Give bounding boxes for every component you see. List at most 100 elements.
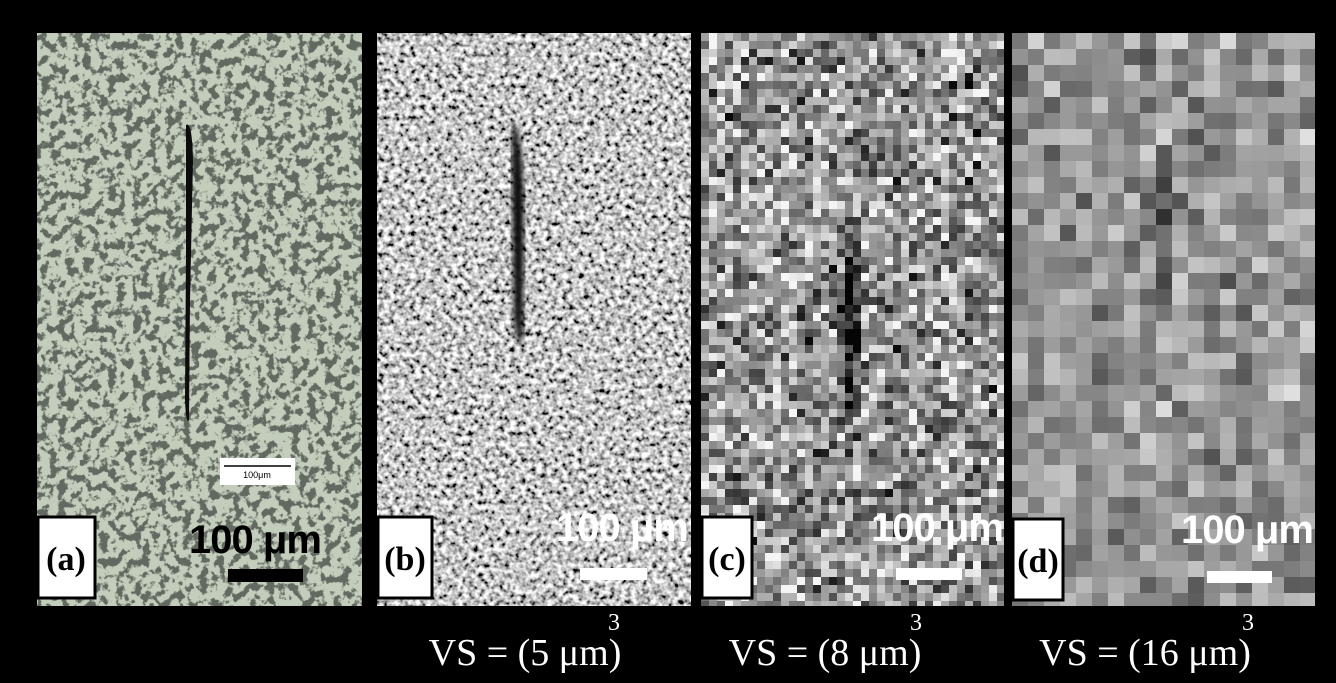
voxel bbox=[781, 409, 790, 418]
voxel bbox=[925, 401, 934, 410]
voxel bbox=[805, 417, 814, 426]
voxel bbox=[829, 521, 838, 530]
voxel bbox=[789, 249, 798, 258]
voxel bbox=[1236, 513, 1253, 530]
voxel bbox=[717, 169, 726, 178]
voxel bbox=[837, 577, 846, 586]
voxel bbox=[837, 241, 846, 250]
voxel bbox=[1124, 113, 1141, 130]
voxel bbox=[757, 249, 766, 258]
voxel bbox=[749, 177, 758, 186]
voxel bbox=[749, 161, 758, 170]
voxel bbox=[829, 41, 838, 50]
voxel bbox=[1268, 561, 1285, 578]
voxel bbox=[997, 393, 1004, 402]
voxel bbox=[989, 529, 998, 538]
voxel bbox=[805, 361, 814, 370]
caption-exponent: 3 bbox=[608, 610, 620, 636]
voxel bbox=[749, 425, 758, 434]
voxel bbox=[781, 89, 790, 98]
panel-label: (b) bbox=[384, 541, 426, 578]
voxel bbox=[701, 281, 710, 290]
voxel bbox=[741, 345, 750, 354]
voxel bbox=[821, 569, 830, 578]
voxel bbox=[965, 553, 974, 562]
voxel bbox=[717, 305, 726, 314]
voxel bbox=[877, 33, 886, 42]
voxel bbox=[701, 441, 710, 450]
voxel bbox=[885, 81, 894, 90]
voxel bbox=[885, 33, 894, 42]
voxel bbox=[1076, 369, 1093, 386]
voxel bbox=[789, 337, 798, 346]
voxel bbox=[757, 169, 766, 178]
voxel bbox=[765, 129, 774, 138]
voxel bbox=[733, 153, 742, 162]
voxel bbox=[1028, 305, 1045, 322]
voxel bbox=[925, 497, 934, 506]
voxel bbox=[917, 137, 926, 146]
voxel bbox=[901, 129, 910, 138]
voxel bbox=[909, 137, 918, 146]
voxel bbox=[741, 65, 750, 74]
voxel bbox=[829, 225, 838, 234]
voxel bbox=[725, 249, 734, 258]
voxel bbox=[1060, 401, 1077, 418]
voxel bbox=[1172, 33, 1189, 50]
voxel bbox=[741, 401, 750, 410]
voxel bbox=[917, 457, 926, 466]
voxel bbox=[757, 57, 766, 66]
voxel bbox=[877, 337, 886, 346]
voxel bbox=[853, 353, 862, 362]
voxel bbox=[1092, 513, 1109, 530]
voxel bbox=[1188, 273, 1205, 290]
voxel bbox=[973, 529, 982, 538]
voxel bbox=[853, 161, 862, 170]
voxel bbox=[869, 505, 878, 514]
voxel bbox=[957, 361, 966, 370]
voxel bbox=[821, 601, 830, 606]
voxel bbox=[901, 233, 910, 242]
voxel bbox=[1156, 81, 1173, 98]
voxel bbox=[821, 57, 830, 66]
voxel bbox=[741, 393, 750, 402]
voxel bbox=[901, 377, 910, 386]
voxel bbox=[765, 177, 774, 186]
voxel bbox=[1188, 65, 1205, 82]
voxel bbox=[701, 113, 710, 122]
voxel bbox=[1156, 257, 1173, 274]
voxel bbox=[1188, 193, 1205, 210]
voxel bbox=[941, 41, 950, 50]
voxel bbox=[765, 97, 774, 106]
voxel bbox=[789, 217, 798, 226]
voxel bbox=[733, 233, 742, 242]
voxel bbox=[781, 33, 790, 42]
voxel bbox=[805, 121, 814, 130]
voxel bbox=[1204, 225, 1221, 242]
voxel bbox=[1172, 369, 1189, 386]
voxel bbox=[877, 169, 886, 178]
voxel bbox=[813, 585, 822, 594]
voxel bbox=[797, 241, 806, 250]
voxel bbox=[917, 313, 926, 322]
voxel bbox=[925, 345, 934, 354]
voxel bbox=[733, 201, 742, 210]
voxel bbox=[853, 401, 862, 410]
voxel bbox=[957, 97, 966, 106]
voxel bbox=[1012, 241, 1029, 258]
voxel bbox=[709, 233, 718, 242]
voxel bbox=[1156, 337, 1173, 354]
voxel bbox=[1124, 513, 1141, 530]
voxel bbox=[901, 81, 910, 90]
voxel bbox=[813, 497, 822, 506]
voxel bbox=[893, 345, 902, 354]
voxel bbox=[957, 369, 966, 378]
voxel bbox=[965, 313, 974, 322]
voxel bbox=[1284, 529, 1301, 546]
voxel bbox=[837, 65, 846, 74]
voxel bbox=[1204, 193, 1221, 210]
voxel bbox=[861, 433, 870, 442]
voxel bbox=[813, 473, 822, 482]
voxel bbox=[1220, 465, 1237, 482]
voxel bbox=[869, 369, 878, 378]
